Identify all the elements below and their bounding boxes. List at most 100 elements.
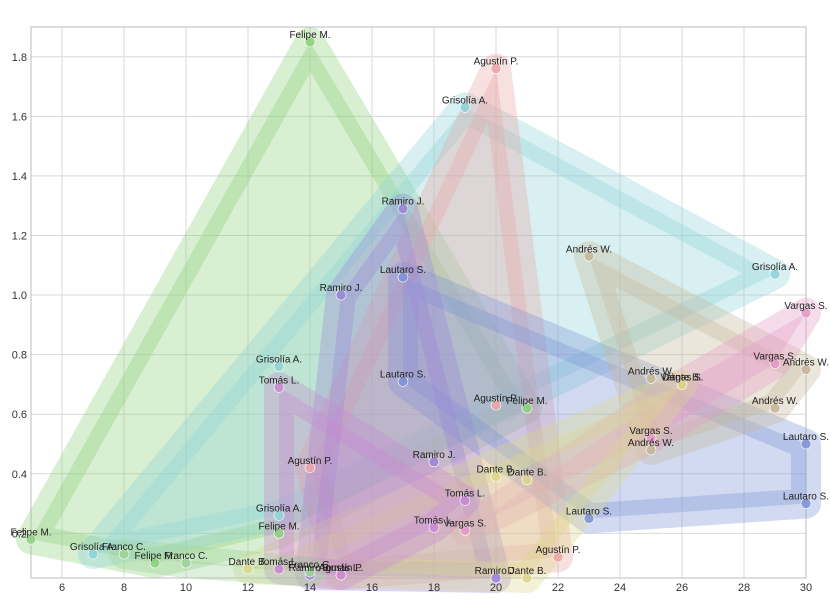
data-point-2-0 xyxy=(490,63,502,74)
data-point-5-0 xyxy=(583,251,595,262)
point-label-1-4: Grisolía A. xyxy=(256,503,302,514)
data-point-1-3 xyxy=(273,361,285,372)
point-label-8-1: Tomás L. xyxy=(445,489,486,500)
data-point-0-3 xyxy=(273,528,285,539)
point-label-2-2: Agustín P. xyxy=(288,456,333,467)
cluster-hull-0 xyxy=(16,26,542,579)
data-point-2-2 xyxy=(304,462,316,474)
point-label-2-4: Agustín P. xyxy=(319,563,364,574)
chart-axes: 6 8 10 12 14 16 18 20 22 24 26 28 30 0.2 0.4 0.6 0.8 1.0 1… xyxy=(12,52,812,594)
data-point-0-4 xyxy=(521,402,533,414)
point-label-1-1: Grisolía A. xyxy=(752,262,798,273)
data-point-9-0 xyxy=(118,548,130,560)
data-point-1-4 xyxy=(273,510,285,521)
x-tick-label-6: 18 xyxy=(428,582,440,594)
data-point-0-2 xyxy=(149,557,161,569)
point-label-6-1: Vargas S. xyxy=(753,352,796,363)
data-point-8-1 xyxy=(459,495,471,506)
data-point-9-2 xyxy=(304,566,316,578)
data-point-2-3 xyxy=(490,399,502,411)
data-point-3-0 xyxy=(397,271,409,283)
y-tick-label-5: 1.2 xyxy=(12,230,27,242)
point-label-5-0: Andrés W. xyxy=(566,244,612,255)
y-tick-label-1: 0.4 xyxy=(12,469,27,481)
data-point-0-0 xyxy=(304,36,316,48)
cluster-hull-7 xyxy=(233,369,697,593)
x-tick-label-5: 16 xyxy=(366,582,378,594)
data-point-2-1 xyxy=(552,551,564,563)
point-label-3-0: Lautaro S. xyxy=(380,265,426,276)
point-label-7-1: Dante B. xyxy=(508,468,547,479)
data-point-7-4 xyxy=(242,563,254,575)
point-label-1-2: Grisolía A. xyxy=(70,542,116,553)
data-point-7-1 xyxy=(521,474,533,486)
point-label-6-0: Vargas S. xyxy=(784,301,827,312)
point-label-9-2: Franco C. xyxy=(288,560,332,571)
point-label-6-3: Vargas S. xyxy=(660,372,703,383)
point-label-3-3: Lautaro S. xyxy=(783,492,829,503)
point-label-2-1: Agustín P. xyxy=(536,545,581,556)
point-label-7-3: Dante B. xyxy=(663,372,702,383)
data-point-5-3 xyxy=(769,402,781,414)
data-point-8-2 xyxy=(428,522,440,533)
data-point-0-1 xyxy=(25,533,37,545)
point-label-0-4: Felipe M. xyxy=(506,396,547,407)
data-point-1-1 xyxy=(769,268,781,280)
x-tick-label-12: 30 xyxy=(800,582,812,594)
data-point-7-0 xyxy=(490,471,502,483)
y-tick-label-7: 1.6 xyxy=(12,111,27,123)
point-labels: Felipe M. Felipe M. Felipe M. Felipe M. Feli… xyxy=(10,30,829,577)
x-tick-label-3: 12 xyxy=(242,582,254,594)
point-label-0-3: Felipe M. xyxy=(258,521,299,532)
point-label-4-0: Ramiro J. xyxy=(382,197,425,208)
point-label-1-0: Grisolía A. xyxy=(442,95,488,106)
data-point-3-1 xyxy=(397,376,409,387)
point-label-0-0: Felipe M. xyxy=(289,30,330,41)
point-label-9-1: Franco C. xyxy=(164,551,208,562)
data-point-5-1 xyxy=(645,373,657,384)
point-label-9-0: Franco C. xyxy=(102,542,146,553)
data-point-4-1 xyxy=(335,289,347,301)
cluster-hull-6 xyxy=(450,297,821,546)
point-label-7-0: Dante B. xyxy=(477,465,516,476)
point-label-7-2: Dante B. xyxy=(508,566,547,577)
x-tick-label-0: 6 xyxy=(59,582,65,594)
data-point-1-2 xyxy=(87,548,99,560)
y-tick-label-0: 0.2 xyxy=(12,528,27,540)
y-tick-label-8: 1.8 xyxy=(12,52,27,64)
data-point-6-4 xyxy=(459,525,471,536)
point-label-8-4: Tomás L. xyxy=(321,563,362,574)
data-points xyxy=(25,36,812,584)
point-label-4-3: Ramiro J. xyxy=(475,566,518,577)
point-label-4-1: Ramiro J. xyxy=(320,283,363,294)
point-label-1-3: Grisolía A. xyxy=(256,355,302,366)
data-point-4-0 xyxy=(397,203,409,214)
point-label-8-0: Tomás L. xyxy=(259,375,300,386)
point-label-2-3: Agustín P. xyxy=(474,393,519,404)
x-tick-label-10: 26 xyxy=(676,582,688,594)
cluster-hull-8 xyxy=(264,372,480,590)
data-point-6-0 xyxy=(800,307,812,319)
data-point-3-3 xyxy=(800,498,812,509)
x-tick-label-1: 8 xyxy=(121,582,127,594)
data-point-8-0 xyxy=(273,382,285,393)
point-label-5-1: Andrés W. xyxy=(628,366,674,377)
data-point-5-2 xyxy=(645,444,657,456)
cluster-hull-3 xyxy=(388,262,821,534)
point-label-0-1: Felipe M. xyxy=(10,527,51,538)
data-point-4-2 xyxy=(428,456,440,468)
point-label-4-2: Ramiro J. xyxy=(413,450,456,461)
data-point-3-2 xyxy=(800,438,812,450)
data-point-4-3 xyxy=(490,572,502,584)
point-label-4-4: Ramiro J. xyxy=(289,563,332,574)
x-tick-label-11: 28 xyxy=(738,582,750,594)
x-tick-label-4: 14 xyxy=(304,582,316,594)
data-point-9-1 xyxy=(180,557,192,569)
point-label-0-2: Felipe M. xyxy=(134,551,175,562)
data-point-8-3 xyxy=(273,563,285,575)
point-label-5-3: Andrés W. xyxy=(752,396,798,407)
point-label-6-4: Vargas S. xyxy=(443,518,486,529)
point-label-5-4: Andrés W. xyxy=(783,358,829,369)
